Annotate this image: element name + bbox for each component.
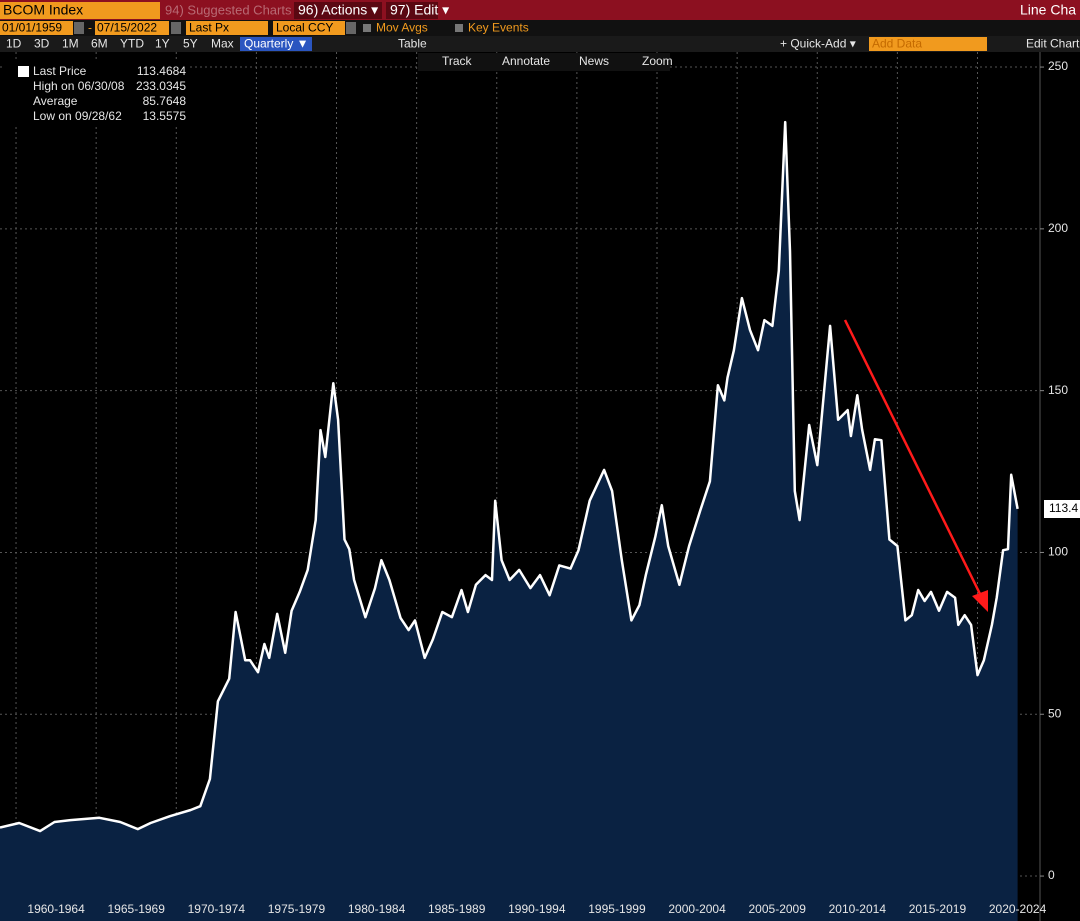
end-box[interactable] — [95, 21, 169, 35]
period-button[interactable]: 5Y — [183, 37, 198, 51]
ccy-box[interactable] — [273, 21, 345, 35]
dash: - — [88, 21, 92, 35]
dropdown[interactable] — [346, 22, 356, 34]
quick-add[interactable]: + Quick-Add ▾ — [780, 37, 856, 51]
field-box[interactable] — [186, 21, 268, 35]
tools: Track Annotate News Zoom — [442, 54, 673, 68]
top-bar — [0, 0, 1080, 20]
x-tick-label: 1985-1989 — [428, 902, 486, 916]
arrow-head — [972, 590, 988, 612]
suggested-charts[interactable]: 94) Suggested Charts — [165, 2, 292, 17]
mov-avgs[interactable]: Mov Avgs — [376, 21, 428, 35]
edit-btn[interactable] — [386, 2, 438, 19]
period-button[interactable]: 1M — [62, 37, 79, 51]
row2 — [0, 20, 1080, 36]
field[interactable]: Last Px — [189, 21, 229, 35]
period-button[interactable]: 1Y — [155, 37, 170, 51]
edit[interactable]: 97) Edit ▾ — [390, 2, 449, 18]
period-button[interactable]: Max — [211, 37, 234, 51]
x-tick-label: 1975-1979 — [268, 902, 326, 916]
frequency[interactable]: Quarterly ▼ — [244, 37, 309, 51]
security-box[interactable] — [0, 2, 160, 19]
period-button[interactable]: 3D — [34, 37, 50, 51]
legend-value: 13.5575 — [143, 109, 187, 123]
end-date[interactable]: 07/15/2022 — [97, 21, 157, 35]
add-data[interactable]: Add Data — [872, 37, 922, 51]
checkbox[interactable] — [455, 24, 463, 32]
checkbox[interactable] — [363, 24, 371, 32]
security: BCOM Index — [3, 2, 83, 18]
key-events[interactable]: Key Events — [468, 21, 529, 35]
tool-button[interactable]: Zoom — [642, 54, 673, 68]
actions[interactable]: 96) Actions ▾ — [298, 2, 378, 18]
start-date[interactable]: 01/01/1959 — [2, 21, 62, 35]
x-tick-label: 1970-1974 — [188, 902, 246, 916]
period-group: 1D 3D 1M 6M YTD 1Y 5Y Max — [6, 37, 234, 51]
annotation-arrow — [843, 319, 984, 599]
tool-button[interactable]: Track — [442, 54, 473, 68]
cal-icon[interactable] — [74, 22, 84, 34]
add-data-box[interactable] — [869, 37, 987, 51]
tool-button[interactable]: Annotate — [502, 54, 550, 68]
y-tick-label: 200 — [1048, 221, 1068, 235]
table[interactable]: Table — [398, 37, 427, 51]
plot — [0, 120, 1019, 921]
area — [0, 122, 1018, 921]
x-tick-label: 1995-1999 — [588, 902, 646, 916]
legend-value: 85.7648 — [143, 94, 187, 108]
legend-box — [2, 62, 190, 126]
y-tick-label: 0 — [1048, 868, 1055, 882]
x-tick-label: 2000-2004 — [668, 902, 726, 916]
legend-label: Low on 09/28/62 — [33, 109, 122, 123]
chart-type: Line Cha — [1020, 2, 1076, 18]
legend-label: High on 06/30/08 — [33, 79, 125, 93]
legend-value: 233.0345 — [136, 79, 186, 93]
frequency-box[interactable] — [240, 37, 312, 51]
period-button[interactable]: 1D — [6, 37, 22, 51]
last-tag: 113.4 — [1049, 501, 1078, 515]
x-tick-label: 1965-1969 — [108, 902, 166, 916]
actions-btn[interactable] — [294, 2, 382, 19]
x-tick-label: 2005-2009 — [749, 902, 807, 916]
legend-label: Last Price — [33, 64, 87, 78]
last-tag-box — [1044, 500, 1080, 518]
legend-value: 113.4684 — [137, 64, 186, 78]
legend-swatch — [18, 66, 29, 77]
y-tick-label: 50 — [1048, 706, 1062, 720]
axes: 0 50 100 150 200 250 1960-1964 1965-1969 1970-19… — [27, 59, 1068, 916]
x-tick-label: 1990-1994 — [508, 902, 566, 916]
start-box[interactable] — [0, 21, 73, 35]
currency[interactable]: Local CCY — [276, 21, 333, 35]
edit-chart[interactable]: Edit Chart — [1026, 37, 1080, 51]
legend-label: Average — [33, 94, 78, 108]
x-tick-label: 1980-1984 — [348, 902, 406, 916]
period-button[interactable]: 6M — [91, 37, 108, 51]
y-tick-label: 250 — [1048, 59, 1068, 73]
tool-button[interactable]: News — [579, 54, 609, 68]
legend: Last Price 113.4684 High on 06/30/08 233.03… — [18, 64, 186, 123]
price-line — [0, 120, 1019, 833]
tool-bar — [418, 53, 670, 71]
x-tick-label: 2010-2014 — [829, 902, 887, 916]
x-tick-label: 2020-2024 — [989, 902, 1047, 916]
cal-icon[interactable] — [171, 22, 181, 34]
x-tick-label: 2015-2019 — [909, 902, 967, 916]
y-tick-label: 150 — [1048, 383, 1068, 397]
period-button[interactable]: YTD — [120, 37, 144, 51]
x-tick-label: 1960-1964 — [27, 902, 85, 916]
y-tick-label: 100 — [1048, 545, 1068, 559]
